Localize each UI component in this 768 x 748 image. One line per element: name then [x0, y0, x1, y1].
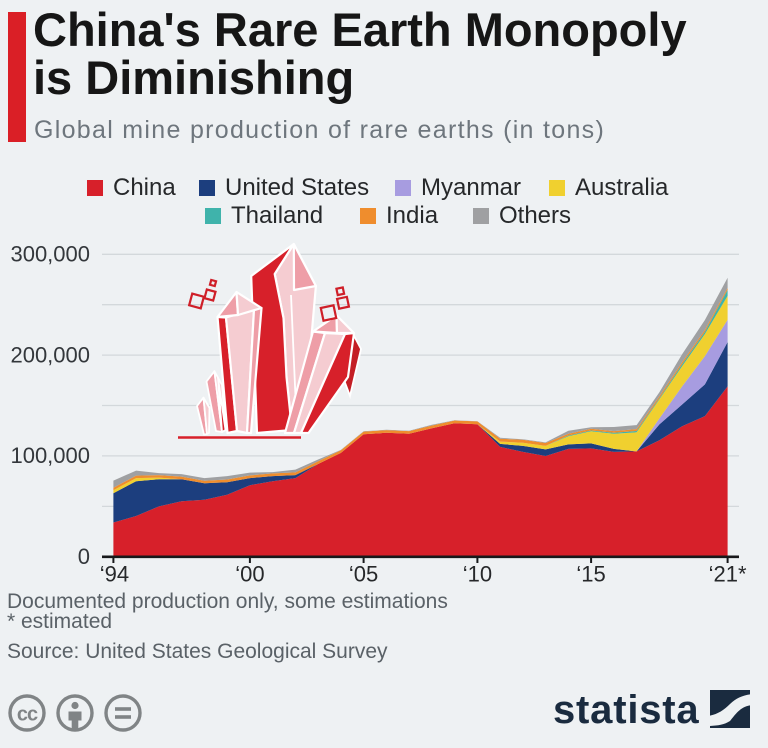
svg-text:‘05: ‘05 — [349, 562, 378, 587]
svg-text:‘10: ‘10 — [463, 562, 492, 587]
svg-text:300,000: 300,000 — [10, 242, 90, 267]
svg-text:cc: cc — [17, 704, 38, 726]
svg-text:‘21*: ‘21* — [709, 562, 747, 587]
svg-text:‘00: ‘00 — [235, 562, 264, 587]
svg-text:‘15: ‘15 — [576, 562, 605, 587]
svg-text:200,000: 200,000 — [10, 342, 90, 367]
svg-text:‘94: ‘94 — [100, 562, 129, 587]
svg-text:100,000: 100,000 — [10, 443, 90, 468]
svg-text:0: 0 — [78, 544, 90, 569]
